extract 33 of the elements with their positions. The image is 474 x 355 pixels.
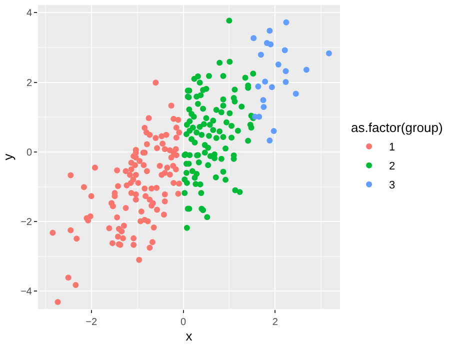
point [266,137,273,144]
x-tick-label: 2 [272,317,278,328]
point [255,83,262,90]
legend-label: 3 [389,180,396,192]
point [283,19,290,26]
y-tick-label: 4 [26,8,32,20]
legend-label: 1 [389,142,396,154]
y-tick-label: 2 [26,78,32,89]
x-tick-label: −2 [86,317,98,328]
y-tick-label: −2 [20,217,32,228]
y-axis-title: y [0,153,16,160]
y-tick-label: 0 [26,147,32,158]
point [250,35,257,42]
x-axis-title: x [186,328,193,344]
point [292,90,299,97]
point [326,50,332,56]
x-tick-label: 0 [180,317,186,328]
point [282,68,289,74]
point [258,52,264,58]
point [260,104,267,110]
point [282,47,288,54]
point [260,97,266,104]
point [275,62,282,68]
legend-title: as.factor(group) [351,120,443,135]
point [270,128,277,134]
point [266,28,273,34]
y-tick-label: −4 [20,286,32,298]
legend-label: 2 [389,160,396,173]
point [303,66,310,73]
point [268,84,275,90]
point [282,78,289,85]
point [262,78,268,85]
point [268,41,274,48]
